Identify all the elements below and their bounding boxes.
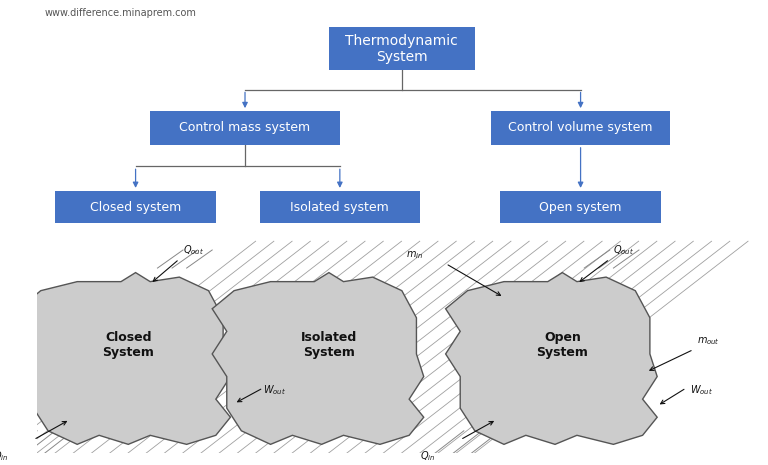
Text: $Q_{out}$: $Q_{out}$ xyxy=(183,243,204,257)
Text: Thermodynamic
System: Thermodynamic System xyxy=(346,34,458,64)
Polygon shape xyxy=(19,272,230,445)
FancyBboxPatch shape xyxy=(500,191,660,223)
Text: Control volume system: Control volume system xyxy=(508,121,653,134)
FancyBboxPatch shape xyxy=(260,191,420,223)
FancyBboxPatch shape xyxy=(151,111,340,145)
Text: $Q_{in}$: $Q_{in}$ xyxy=(0,449,8,463)
Polygon shape xyxy=(445,272,657,445)
Text: $Q_{out}$: $Q_{out}$ xyxy=(614,243,634,257)
Text: Isolated
System: Isolated System xyxy=(301,331,357,359)
Text: $W_{out}$: $W_{out}$ xyxy=(690,383,713,397)
FancyBboxPatch shape xyxy=(492,111,670,145)
Text: Closed system: Closed system xyxy=(90,200,181,213)
Text: Isolated system: Isolated system xyxy=(290,200,389,213)
Text: Open
System: Open System xyxy=(536,331,588,359)
Text: www.difference.minaprem.com: www.difference.minaprem.com xyxy=(45,8,197,18)
Text: Closed
System: Closed System xyxy=(102,331,154,359)
Text: $Q_{in}$: $Q_{in}$ xyxy=(420,449,435,463)
Polygon shape xyxy=(212,272,424,445)
Text: Control mass system: Control mass system xyxy=(180,121,310,134)
Text: $W_{out}$: $W_{out}$ xyxy=(263,383,286,397)
FancyBboxPatch shape xyxy=(329,27,475,70)
Text: Open system: Open system xyxy=(539,200,622,213)
Text: $m_{out}$: $m_{out}$ xyxy=(697,335,720,347)
Text: $m_{in}$: $m_{in}$ xyxy=(406,250,422,261)
FancyBboxPatch shape xyxy=(55,191,216,223)
